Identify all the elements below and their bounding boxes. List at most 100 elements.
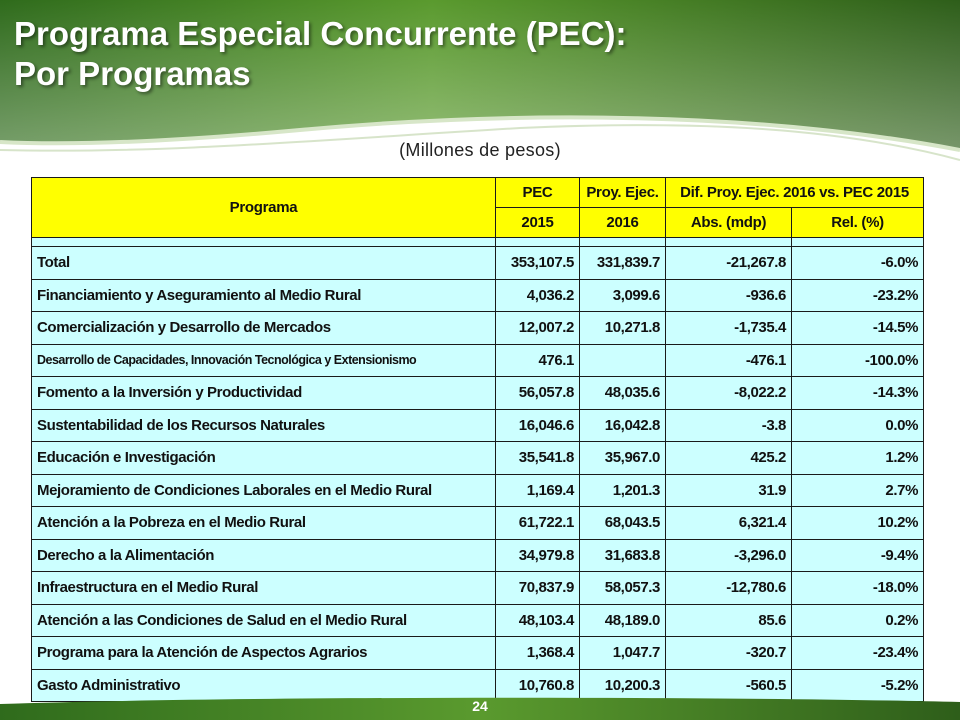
pec-table-container: Programa PEC Proy. Ejec. Dif. Proy. Ejec… [31, 177, 925, 702]
cell-proy: 16,042.8 [579, 408, 666, 442]
cell-rel: -14.5% [790, 311, 925, 345]
table-row: Comercialización y Desarrollo de Mercado… [31, 311, 925, 345]
cell-proy: 31,683.8 [579, 538, 666, 572]
cell-proy: 1,201.3 [579, 473, 666, 507]
table-row: Educación e Investigación 35,541.8 35,96… [31, 441, 925, 475]
cell-abs: -936.6 [665, 278, 792, 312]
cell-proy: 1,047.7 [579, 636, 666, 670]
cell-proy: 10,200.3 [579, 668, 666, 702]
cell-rel: 1.2% [790, 441, 925, 475]
cell-pec: 1,169.4 [495, 473, 580, 507]
cell-abs: -560.5 [665, 668, 792, 702]
table-row: Desarrollo de Capacidades, Innovación Te… [31, 343, 925, 377]
cell-pec: 34,979.8 [495, 538, 580, 572]
cell-proy: 48,189.0 [579, 603, 666, 637]
pec-table: Programa PEC Proy. Ejec. Dif. Proy. Ejec… [31, 177, 925, 702]
table-row: Gasto Administrativo 10,760.8 10,200.3 -… [31, 668, 925, 702]
cell-abs: -3.8 [665, 408, 792, 442]
cell-abs: -476.1 [665, 343, 792, 377]
cell-pec: 1,368.4 [495, 636, 580, 670]
table-row: Financiamiento y Aseguramiento al Medio … [31, 278, 925, 312]
cell-abs: 6,321.4 [665, 506, 792, 540]
cell-programa: Gasto Administrativo [31, 668, 496, 702]
table-row: Fomento a la Inversión y Productividad 5… [31, 376, 925, 410]
cell-proy [579, 343, 666, 377]
cell-rel: -23.2% [790, 278, 925, 312]
cell-proy: 3,099.6 [579, 278, 666, 312]
cell-proy: 35,967.0 [579, 441, 666, 475]
cell-proy: 68,043.5 [579, 506, 666, 540]
cell-programa: Atención a las Condiciones de Salud en e… [31, 603, 496, 637]
header-proy-year: 2016 [579, 207, 666, 238]
page-number: 24 [472, 698, 488, 714]
cell-rel: 2.7% [790, 473, 925, 507]
cell-rel: -6.0% [790, 246, 925, 280]
table-row: Atención a las Condiciones de Salud en e… [31, 603, 925, 637]
cell-proy: 48,035.6 [579, 376, 666, 410]
cell-abs: -1,735.4 [665, 311, 792, 345]
cell-rel: -18.0% [790, 571, 925, 605]
cell-programa: Sustentabilidad de los Recursos Naturale… [31, 408, 496, 442]
cell-programa: Fomento a la Inversión y Productividad [31, 376, 496, 410]
cell-abs: -8,022.2 [665, 376, 792, 410]
cell-pec: 16,046.6 [495, 408, 580, 442]
table-row: Infraestructura en el Medio Rural 70,837… [31, 571, 925, 605]
table-row: Total 353,107.5 331,839.7 -21,267.8 -6.0… [31, 246, 925, 280]
table-row: Atención a la Pobreza en el Medio Rural … [31, 506, 925, 540]
table-body: Total 353,107.5 331,839.7 -21,267.8 -6.0… [31, 237, 925, 702]
units-subtitle: (Millones de pesos) [399, 140, 561, 160]
cell-rel: -14.3% [790, 376, 925, 410]
cell-rel: -5.2% [790, 668, 925, 702]
cell-rel: -9.4% [790, 538, 925, 572]
header-abs: Abs. (mdp) [665, 207, 792, 238]
header-programa: Programa [31, 177, 496, 238]
cell-abs: -21,267.8 [665, 246, 792, 280]
footer-graphic [0, 697, 960, 720]
cell-programa: Financiamiento y Aseguramiento al Medio … [31, 278, 496, 312]
cell-proy: 10,271.8 [579, 311, 666, 345]
cell-pec: 10,760.8 [495, 668, 580, 702]
cell-abs: 31.9 [665, 473, 792, 507]
cell-rel: 10.2% [790, 506, 925, 540]
header-proy: Proy. Ejec. [579, 177, 666, 208]
cell-pec: 35,541.8 [495, 441, 580, 475]
header-pec-year: 2015 [495, 207, 580, 238]
cell-programa: Comercialización y Desarrollo de Mercado… [31, 311, 496, 345]
cell-programa: Mejoramiento de Condiciones Laborales en… [31, 473, 496, 507]
cell-abs: -320.7 [665, 636, 792, 670]
cell-pec: 48,103.4 [495, 603, 580, 637]
cell-rel: 0.0% [790, 408, 925, 442]
title-line-2: Por Programas [14, 55, 251, 92]
table-row: Mejoramiento de Condiciones Laborales en… [31, 473, 925, 507]
cell-rel: 0.2% [790, 603, 925, 637]
cell-pec: 61,722.1 [495, 506, 580, 540]
cell-proy: 331,839.7 [579, 246, 666, 280]
title-line-1: Programa Especial Concurrente (PEC): [14, 15, 627, 52]
table-row: Programa para la Atención de Aspectos Ag… [31, 636, 925, 670]
header-dif: Dif. Proy. Ejec. 2016 vs. PEC 2015 [664, 177, 925, 208]
cell-programa: Programa para la Atención de Aspectos Ag… [31, 636, 496, 670]
cell-programa: Infraestructura en el Medio Rural [31, 571, 496, 605]
header-banner [0, 0, 960, 190]
cell-abs: 85.6 [665, 603, 792, 637]
header-pec: PEC [495, 177, 580, 208]
cell-programa: Derecho a la Alimentación [31, 538, 496, 572]
cell-pec: 476.1 [495, 343, 580, 377]
cell-proy: 58,057.3 [579, 571, 666, 605]
cell-pec: 12,007.2 [495, 311, 580, 345]
cell-pec: 353,107.5 [495, 246, 580, 280]
table-header: Programa PEC Proy. Ejec. Dif. Proy. Ejec… [31, 177, 925, 238]
cell-abs: -3,296.0 [665, 538, 792, 572]
cell-pec: 4,036.2 [495, 278, 580, 312]
footer-bar [0, 694, 960, 720]
page-title: Programa Especial Concurrente (PEC): Por… [14, 14, 627, 94]
cell-pec: 56,057.8 [495, 376, 580, 410]
table-row: Derecho a la Alimentación 34,979.8 31,68… [31, 538, 925, 572]
header-rel: Rel. (%) [790, 207, 925, 238]
cell-rel: -100.0% [790, 343, 925, 377]
cell-abs: 425.2 [665, 441, 792, 475]
cell-abs: -12,780.6 [665, 571, 792, 605]
cell-programa: Total [31, 246, 496, 280]
cell-programa: Atención a la Pobreza en el Medio Rural [31, 506, 496, 540]
table-spacer [31, 237, 925, 247]
